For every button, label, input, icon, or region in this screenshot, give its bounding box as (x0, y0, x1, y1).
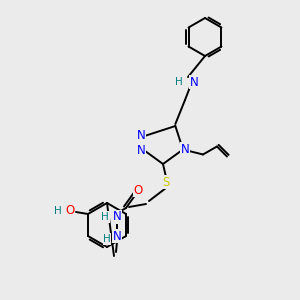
Text: H: H (103, 234, 111, 244)
Text: N: N (137, 144, 146, 157)
Text: N: N (190, 76, 199, 88)
Text: H: H (101, 212, 109, 222)
Text: O: O (65, 205, 75, 218)
Text: N: N (112, 230, 122, 242)
Text: N: N (181, 143, 189, 156)
Text: H: H (175, 77, 183, 87)
Text: S: S (162, 176, 170, 188)
Text: O: O (134, 184, 142, 196)
Text: H: H (54, 206, 62, 216)
Text: N: N (112, 211, 122, 224)
Text: N: N (137, 129, 146, 142)
